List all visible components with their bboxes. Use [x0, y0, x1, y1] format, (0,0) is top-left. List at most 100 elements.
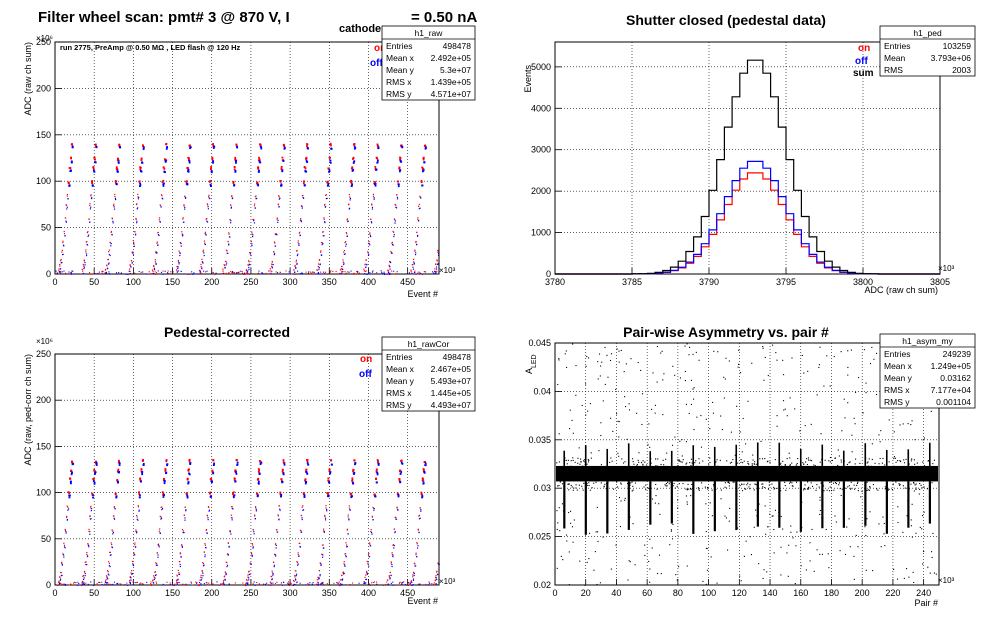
asymmetry-point [911, 458, 913, 460]
point-on [81, 584, 83, 587]
point-on [255, 195, 257, 197]
asymmetry-point [743, 460, 745, 462]
point-on [220, 584, 222, 586]
point-off [270, 272, 272, 274]
point-on [154, 259, 156, 261]
point-on [413, 562, 415, 564]
point-off [136, 222, 138, 224]
asymmetry-point [854, 423, 856, 425]
point-off [106, 577, 108, 579]
point-on [244, 584, 247, 586]
point-on [323, 530, 325, 532]
point-off [85, 563, 87, 566]
point-off [185, 510, 187, 512]
point-off [343, 262, 345, 264]
point-on [276, 218, 278, 220]
point-on [85, 561, 87, 563]
asymmetry-point [863, 349, 865, 351]
point-off [262, 273, 264, 275]
point-off [67, 508, 70, 510]
y-tick-label: 4000 [531, 103, 551, 113]
point-off [318, 266, 320, 269]
point-off [349, 509, 351, 511]
point-off [137, 198, 140, 200]
asymmetry-point [609, 359, 612, 362]
point-off [390, 582, 392, 584]
point-off [261, 272, 263, 275]
point-on [116, 470, 119, 473]
asymmetry-point [586, 356, 588, 358]
point-on [367, 242, 370, 245]
point-on [206, 514, 208, 516]
point-off [422, 169, 425, 172]
point-off [413, 574, 415, 577]
point-on [339, 584, 341, 587]
point-on [367, 252, 369, 254]
asymmetry-point [588, 558, 590, 560]
point-off [437, 252, 440, 255]
asymmetry-point [915, 488, 917, 491]
point-off [116, 169, 119, 171]
point-off [380, 270, 382, 272]
point-off [280, 183, 283, 186]
point-on [299, 231, 301, 233]
asymmetry-point [822, 483, 824, 485]
point-off [184, 517, 186, 519]
point-off [179, 254, 181, 257]
point-off [366, 572, 368, 574]
point-off [204, 556, 206, 558]
point-off [412, 584, 414, 586]
point-off [371, 206, 374, 209]
point-off [254, 518, 256, 520]
point-on [324, 515, 326, 518]
point-off [85, 253, 88, 255]
asymmetry-point [652, 372, 654, 374]
point-off [280, 495, 282, 498]
point-off [376, 161, 379, 164]
point-on [340, 265, 343, 268]
point-on [372, 506, 374, 509]
point-off [245, 582, 247, 584]
point-on [210, 166, 212, 168]
point-on [70, 583, 72, 585]
point-on [185, 492, 188, 495]
point-on [274, 553, 276, 555]
point-on [164, 468, 167, 470]
point-on [391, 241, 394, 244]
asymmetry-point [660, 463, 662, 466]
stats-row-label: Entries [386, 352, 412, 362]
point-on [301, 195, 304, 197]
point-on [214, 273, 216, 276]
point-off [421, 494, 424, 497]
point-on [329, 271, 331, 273]
point-off [370, 235, 372, 238]
asymmetry-point [806, 458, 808, 460]
point-off [352, 169, 354, 172]
point-on [251, 543, 253, 545]
point-off [124, 584, 126, 586]
asymmetry-point [820, 433, 822, 435]
point-on [159, 515, 161, 517]
point-on [373, 581, 376, 583]
asymmetry-point [585, 414, 587, 416]
asymmetry-point [913, 481, 915, 483]
point-off [277, 219, 279, 221]
asymmetry-point [786, 458, 788, 460]
point-off [226, 262, 228, 264]
point-off [131, 262, 133, 264]
point-on [369, 542, 371, 544]
point-on [228, 272, 230, 274]
asymmetry-point [597, 540, 599, 542]
point-off [383, 271, 385, 273]
point-off [400, 471, 403, 473]
point-off [231, 507, 233, 510]
point-off [347, 533, 349, 535]
point-on [372, 581, 374, 584]
point-on [90, 505, 92, 507]
point-on [375, 581, 378, 583]
point-on [135, 218, 137, 220]
asymmetry-spike [842, 450, 845, 466]
asymmetry-point [678, 459, 680, 461]
point-off [236, 461, 239, 464]
